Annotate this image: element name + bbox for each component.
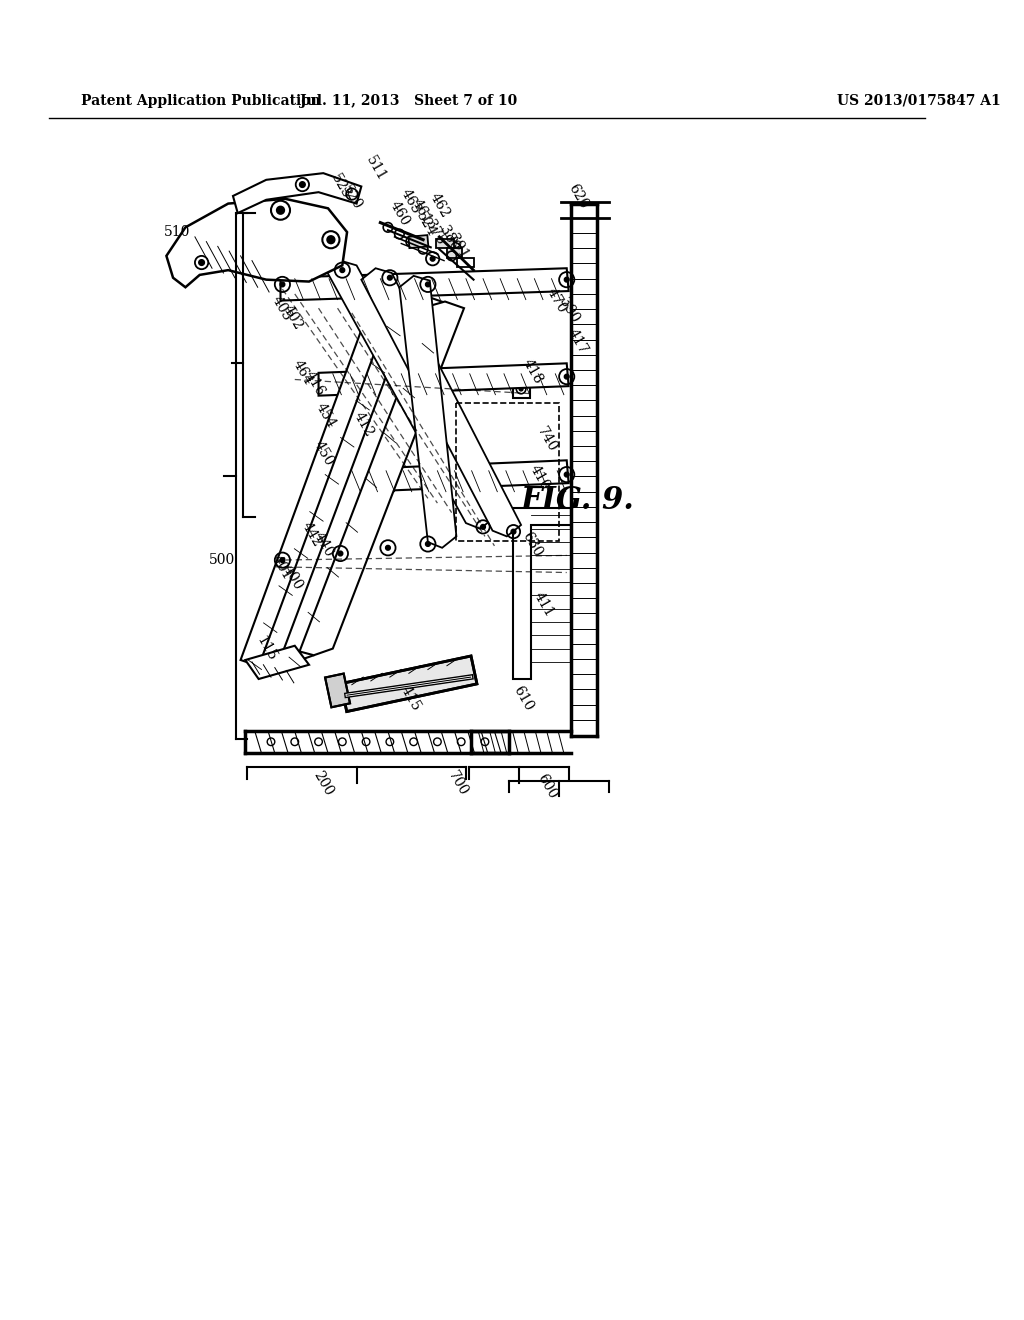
Text: 520: 520 [339, 182, 365, 211]
Polygon shape [361, 268, 521, 536]
Bar [409, 235, 428, 248]
Polygon shape [281, 297, 446, 661]
Circle shape [280, 558, 285, 562]
Polygon shape [241, 288, 409, 665]
Polygon shape [513, 508, 570, 678]
Polygon shape [260, 292, 428, 668]
Text: 523: 523 [328, 172, 353, 202]
Text: 464: 464 [290, 358, 315, 388]
Text: 402: 402 [281, 302, 305, 333]
Polygon shape [399, 276, 457, 548]
Text: 400: 400 [281, 562, 305, 593]
Bar [436, 239, 454, 248]
Text: Jul. 11, 2013   Sheet 7 of 10: Jul. 11, 2013 Sheet 7 of 10 [300, 94, 517, 108]
Text: 415: 415 [398, 682, 424, 713]
Circle shape [480, 524, 485, 529]
Text: 200: 200 [310, 768, 336, 799]
Circle shape [340, 268, 345, 272]
Polygon shape [300, 301, 464, 655]
Polygon shape [327, 260, 495, 529]
Bar [513, 380, 529, 397]
Bar [531, 467, 553, 482]
Text: 511: 511 [362, 153, 388, 183]
Text: 500: 500 [209, 553, 234, 568]
Circle shape [564, 277, 569, 282]
Polygon shape [281, 268, 568, 301]
Text: 461: 461 [409, 197, 434, 226]
Bar [341, 656, 477, 711]
Circle shape [386, 545, 390, 550]
Text: 115: 115 [254, 634, 279, 664]
Text: 390: 390 [556, 296, 582, 325]
Text: 412: 412 [350, 409, 376, 440]
Polygon shape [246, 645, 309, 678]
Text: 470: 470 [544, 285, 569, 315]
Text: 442: 442 [299, 520, 325, 549]
Circle shape [300, 182, 305, 187]
Text: 403: 403 [269, 293, 294, 323]
Text: 410: 410 [527, 462, 553, 492]
Polygon shape [233, 173, 361, 213]
Bar [325, 673, 350, 708]
Text: 375: 375 [423, 218, 449, 247]
Text: 600: 600 [535, 772, 559, 801]
Text: FIG. 9.: FIG. 9. [521, 484, 635, 516]
Text: 440: 440 [310, 529, 336, 558]
Circle shape [327, 236, 335, 243]
Bar [458, 257, 474, 267]
Circle shape [280, 282, 285, 286]
Text: 411: 411 [531, 590, 557, 620]
Text: US 2013/0175847 A1: US 2013/0175847 A1 [837, 94, 1000, 108]
Circle shape [426, 282, 430, 286]
Polygon shape [338, 461, 568, 492]
Circle shape [564, 473, 569, 477]
Text: 524: 524 [414, 210, 438, 239]
Bar [447, 248, 462, 257]
Circle shape [387, 276, 392, 280]
Text: 416: 416 [302, 368, 328, 399]
Text: 463: 463 [398, 186, 424, 216]
Text: 700: 700 [445, 768, 471, 799]
Text: 417: 417 [565, 326, 591, 356]
Circle shape [276, 206, 285, 214]
Text: 462: 462 [427, 190, 452, 220]
Circle shape [430, 256, 435, 261]
Text: 450: 450 [310, 438, 336, 469]
Text: 418: 418 [520, 356, 545, 387]
Circle shape [564, 375, 569, 379]
Text: 454: 454 [313, 401, 339, 430]
Bar [325, 673, 350, 708]
Text: 610: 610 [510, 684, 536, 713]
Circle shape [511, 529, 516, 535]
Text: 630: 630 [520, 529, 545, 558]
Text: 380: 380 [436, 224, 462, 253]
Text: 391: 391 [445, 231, 471, 261]
Text: 510: 510 [164, 226, 190, 239]
Bar [341, 656, 477, 711]
Text: Patent Application Publication: Patent Application Publication [81, 94, 321, 108]
Circle shape [426, 541, 430, 546]
Circle shape [519, 387, 523, 391]
Text: 740: 740 [535, 425, 559, 454]
Circle shape [199, 260, 205, 265]
Polygon shape [167, 199, 347, 288]
Circle shape [453, 247, 457, 252]
Text: 460: 460 [387, 198, 412, 228]
Text: 401: 401 [268, 553, 294, 582]
Polygon shape [318, 363, 568, 396]
Bar [531, 467, 553, 482]
Text: 620: 620 [565, 181, 591, 211]
Circle shape [338, 552, 343, 556]
